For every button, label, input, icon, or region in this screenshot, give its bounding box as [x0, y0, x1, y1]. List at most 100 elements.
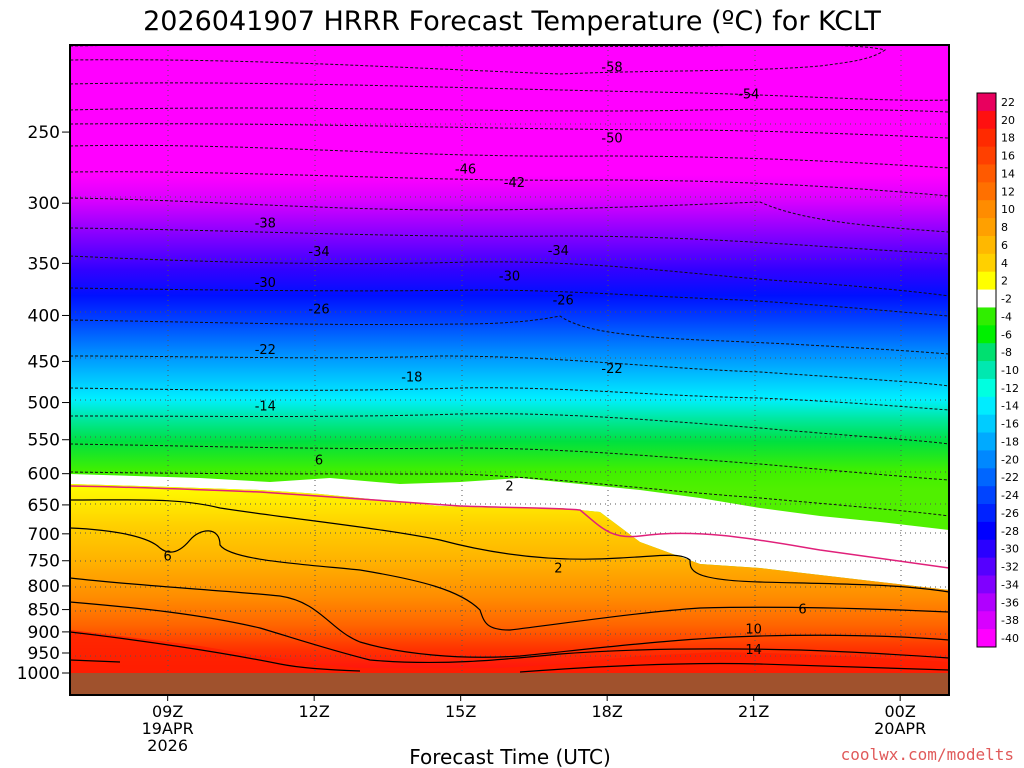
colorbar-label: -8 — [1001, 346, 1012, 359]
colorbar-label: 4 — [1001, 257, 1008, 270]
colorbar-swatch — [977, 289, 996, 308]
contour-label: -26 — [308, 303, 329, 318]
colorbar-swatch — [977, 378, 996, 398]
contour-label: -58 — [601, 61, 622, 76]
colorbar-label: -28 — [1001, 525, 1019, 538]
colorbar-label: 6 — [1001, 239, 1008, 252]
y-tick-label: 450 — [28, 352, 60, 372]
colorbar-label: -36 — [1001, 596, 1019, 609]
colorbar-swatch — [977, 110, 996, 130]
x-axis-label: Forecast Time (UTC) — [409, 745, 611, 768]
y-tick-label: 1000 — [17, 664, 60, 684]
y-axis: 2503003504004505005506006507007508008509… — [17, 123, 70, 684]
y-tick-label: 950 — [28, 644, 60, 664]
y-tick-label: 700 — [28, 525, 60, 545]
x-tick-label: 2026 — [147, 736, 188, 755]
y-tick-label: 500 — [28, 394, 60, 414]
colorbar-frame — [976, 92, 997, 648]
contour-label: 2 — [554, 561, 562, 576]
colorbar-swatch — [977, 521, 996, 541]
colorbar-swatch — [977, 575, 996, 594]
colorbar-label: -4 — [1001, 310, 1012, 323]
x-tick-label: 18Z — [592, 702, 623, 721]
colorbar-swatch — [977, 218, 996, 237]
colorbar-swatch — [977, 396, 996, 416]
colorbar-swatch — [977, 343, 996, 362]
colorbar-label: -18 — [1001, 435, 1019, 448]
colorbar-label: -40 — [1001, 632, 1019, 645]
colorbar-swatch — [977, 539, 996, 559]
y-tick-label: 600 — [28, 465, 60, 485]
colorbar-swatch — [977, 325, 996, 344]
colorbar-swatch — [977, 271, 996, 291]
colorbar-label: 20 — [1001, 114, 1015, 127]
colorbar-swatch — [977, 486, 996, 505]
contour-label: -18 — [401, 371, 422, 386]
contour-label: -26 — [553, 294, 574, 309]
positive-isotherms — [69, 499, 950, 673]
contour-label: -50 — [601, 131, 622, 146]
colorbar-label: 2 — [1001, 275, 1008, 288]
credit-text: coolwx.com/modelts — [841, 745, 1014, 764]
chart-title: 2026041907 HRRR Forecast Temperature (ºC… — [143, 6, 881, 37]
colorbar-label: -16 — [1001, 418, 1019, 431]
contour-label: -22 — [601, 362, 622, 377]
colorbar-swatch — [977, 253, 996, 273]
contour-labels: -58 -54 -50 -46 -42 -38 -34 -34 -30 -30 -26 -26 -22 -… — [164, 61, 807, 658]
colorbar-label: -12 — [1001, 382, 1019, 395]
colorbar-label: -30 — [1001, 543, 1019, 556]
x-tick-label: 15Z — [445, 702, 476, 721]
colorbar-label: 12 — [1001, 185, 1015, 198]
contour-label: 6 — [315, 453, 323, 468]
contour-label: 6 — [798, 603, 806, 618]
colorbar-label: 22 — [1001, 96, 1015, 109]
colorbar-swatch — [977, 593, 996, 612]
warm-layer — [70, 484, 949, 673]
colorbar-label: -26 — [1001, 507, 1019, 520]
colorbar-label: 14 — [1001, 167, 1015, 180]
colorbar-label: -24 — [1001, 489, 1019, 502]
contour-label: 10 — [745, 623, 762, 638]
colorbar-swatch — [977, 182, 996, 201]
contour-label: -54 — [738, 87, 759, 102]
y-tick-label: 550 — [28, 431, 60, 451]
colorbar-swatch — [977, 93, 996, 112]
plot-frame — [69, 44, 950, 696]
colorbar-label: -22 — [1001, 471, 1019, 484]
contour-label: 2 — [505, 479, 513, 494]
contour-label: -34 — [548, 244, 569, 259]
colorbar-label: -6 — [1001, 328, 1012, 341]
colorbar-swatch — [977, 468, 996, 487]
colorbar-swatch — [977, 164, 996, 183]
colorbar-swatch — [977, 146, 996, 165]
ground — [70, 673, 949, 695]
x-tick-label: 21Z — [738, 702, 769, 721]
y-tick-label: 350 — [28, 254, 60, 274]
colorbar-label: -38 — [1001, 614, 1019, 627]
contour-label: 6 — [164, 550, 172, 565]
colorbar-swatch — [977, 629, 996, 648]
contour-label: -42 — [504, 176, 525, 191]
temperature-field — [70, 45, 949, 695]
colorbar: 22 20 18 16 14 12 10 8 6 4 2 -2 -4 -6 -8 -10 -12 -14 -16 -1… — [976, 92, 1019, 648]
colorbar-label: -32 — [1001, 561, 1019, 574]
colorbar-swatch — [977, 200, 996, 219]
contour-label: -38 — [255, 216, 276, 231]
y-tick-label: 750 — [28, 552, 60, 572]
contour-label: -30 — [499, 270, 520, 285]
colorbar-swatch — [977, 414, 996, 434]
x-tick-label: 20APR — [874, 719, 926, 738]
colorbar-swatch — [977, 557, 996, 577]
y-tick-label: 250 — [28, 123, 60, 143]
x-tick-label: 09Z — [152, 702, 183, 721]
negative-isotherms — [69, 44, 950, 517]
y-tick-label: 650 — [28, 496, 60, 516]
colorbar-label: -14 — [1001, 400, 1019, 413]
colorbar-swatch — [977, 307, 996, 326]
contour-label: -34 — [308, 245, 329, 260]
y-tick-label: 400 — [28, 306, 60, 326]
colorbar-swatch — [977, 504, 996, 523]
colorbar-label: -10 — [1001, 364, 1019, 377]
